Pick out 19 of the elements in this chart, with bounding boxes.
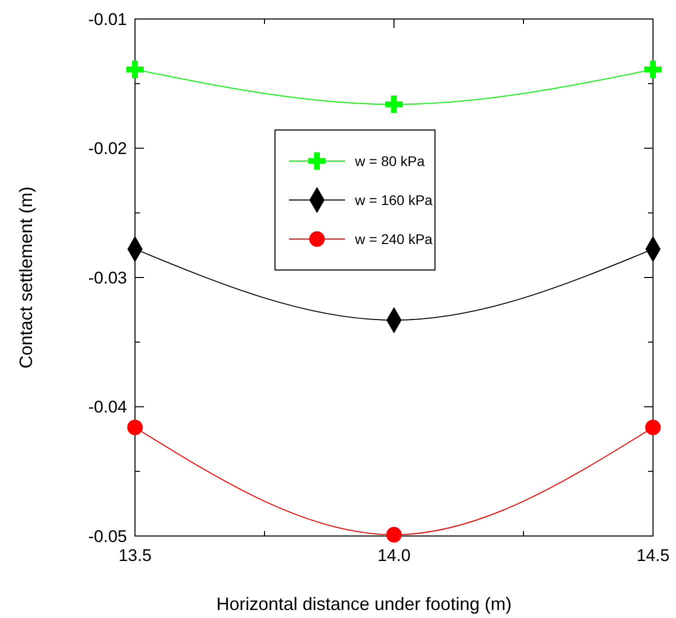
x-tick-label: 14.5 [636,546,670,565]
y-tick-label: -0.03 [88,268,127,288]
y-tick-label: -0.05 [88,526,127,546]
legend-label: w = 240 kPa [354,230,433,247]
legend-label: w = 160 kPa [354,192,433,208]
x-tick-label: 13.5 [118,546,152,565]
y-axis-title: Contact settlement (m) [16,186,36,369]
x-tick-label: 14.0 [377,546,411,565]
point [385,96,403,114]
x-axis-title: Horizontal distance under footing (m) [216,594,512,614]
y-tick-label: -0.02 [88,139,127,158]
point [126,60,144,78]
point [127,420,143,436]
point [644,60,662,78]
legend-label: w = 80 kPa [354,152,425,169]
y-tick-label: -0.04 [88,398,127,417]
point [386,526,402,542]
y-tick-label: -0.01 [88,10,127,29]
point [645,420,661,436]
